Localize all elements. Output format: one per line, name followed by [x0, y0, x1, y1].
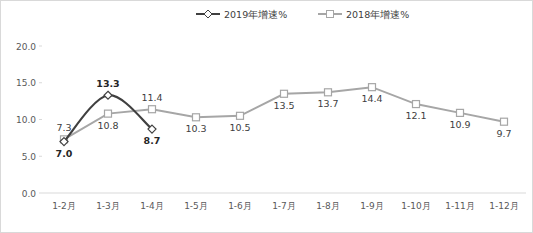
x-tick-label: 1-10月 [401, 201, 430, 211]
data-label: 12.1 [405, 110, 426, 121]
plot-area [60, 84, 508, 146]
data-label: 10.3 [185, 123, 206, 134]
y-tick [39, 119, 42, 120]
marker [281, 90, 288, 97]
x-tick-label: 1-6月 [228, 201, 252, 211]
data-labels: 7.3 10.8 11.4 10.3 10.5 13.5 13.7 14.4 12.1 10.9 9… [56, 78, 512, 158]
x-tick-label: 1-11月 [445, 201, 474, 211]
data-label: 10.5 [229, 122, 250, 133]
data-label: 13.5 [273, 100, 294, 111]
marker [105, 110, 112, 117]
y-tick [39, 82, 42, 83]
data-label: 7.3 [56, 122, 71, 133]
legend-label: 2019年增速% [224, 9, 287, 20]
marker [104, 91, 112, 99]
series-line [64, 87, 504, 139]
marker [60, 138, 68, 146]
data-label: 8.7 [144, 135, 161, 146]
y-tick [39, 46, 42, 47]
marker [237, 112, 244, 119]
marker [413, 101, 420, 108]
x-tick-label: 1-7月 [272, 201, 296, 211]
legend: 2019年增速% 2018年增速% [196, 9, 409, 20]
data-label: 14.4 [361, 93, 382, 104]
data-label: 11.4 [141, 92, 162, 103]
series-line [64, 95, 152, 141]
y-tick [39, 156, 42, 157]
legend-marker [327, 11, 334, 18]
x-tick-label: 1-4月 [140, 201, 164, 211]
marker [501, 118, 508, 125]
y-tick-label: 10.0 [16, 115, 36, 125]
y-tick-label: 15.0 [16, 78, 36, 88]
legend-label: 2018年增速% [346, 9, 409, 20]
data-label: 10.9 [449, 119, 470, 130]
x-tick-label: 1-2月 [52, 201, 76, 211]
data-label: 13.3 [96, 78, 119, 89]
x-tick-label: 1-5月 [184, 201, 208, 211]
chart-border [1, 1, 533, 233]
chart: 0.0 5.0 10.0 15.0 20.0 1-2月 1-3月 1-4月 1-5月 1-6月 1-… [0, 0, 533, 233]
x-tick-label: 1-8月 [316, 201, 340, 211]
data-label: 7.0 [56, 148, 73, 159]
marker [457, 109, 464, 116]
data-label: 13.7 [317, 98, 338, 109]
marker [148, 125, 156, 133]
marker [193, 114, 200, 121]
x-tick-label: 1-9月 [360, 201, 384, 211]
x-tick-label: 1-12月 [489, 201, 518, 211]
marker [369, 84, 376, 91]
x-axis [42, 193, 526, 194]
y-tick-label: 20.0 [16, 42, 36, 52]
x-tick-label: 1-3月 [96, 201, 120, 211]
data-label: 10.8 [97, 120, 118, 131]
y-tick-label: 5.0 [22, 152, 37, 162]
marker [325, 89, 332, 96]
chart-container: 0.0 5.0 10.0 15.0 20.0 1-2月 1-3月 1-4月 1-5月 1-6月 1-… [0, 0, 533, 233]
data-label: 9.7 [496, 128, 511, 139]
legend-marker [204, 10, 212, 18]
y-tick [39, 193, 42, 194]
marker [149, 106, 156, 113]
y-tick-label: 0.0 [22, 189, 37, 199]
